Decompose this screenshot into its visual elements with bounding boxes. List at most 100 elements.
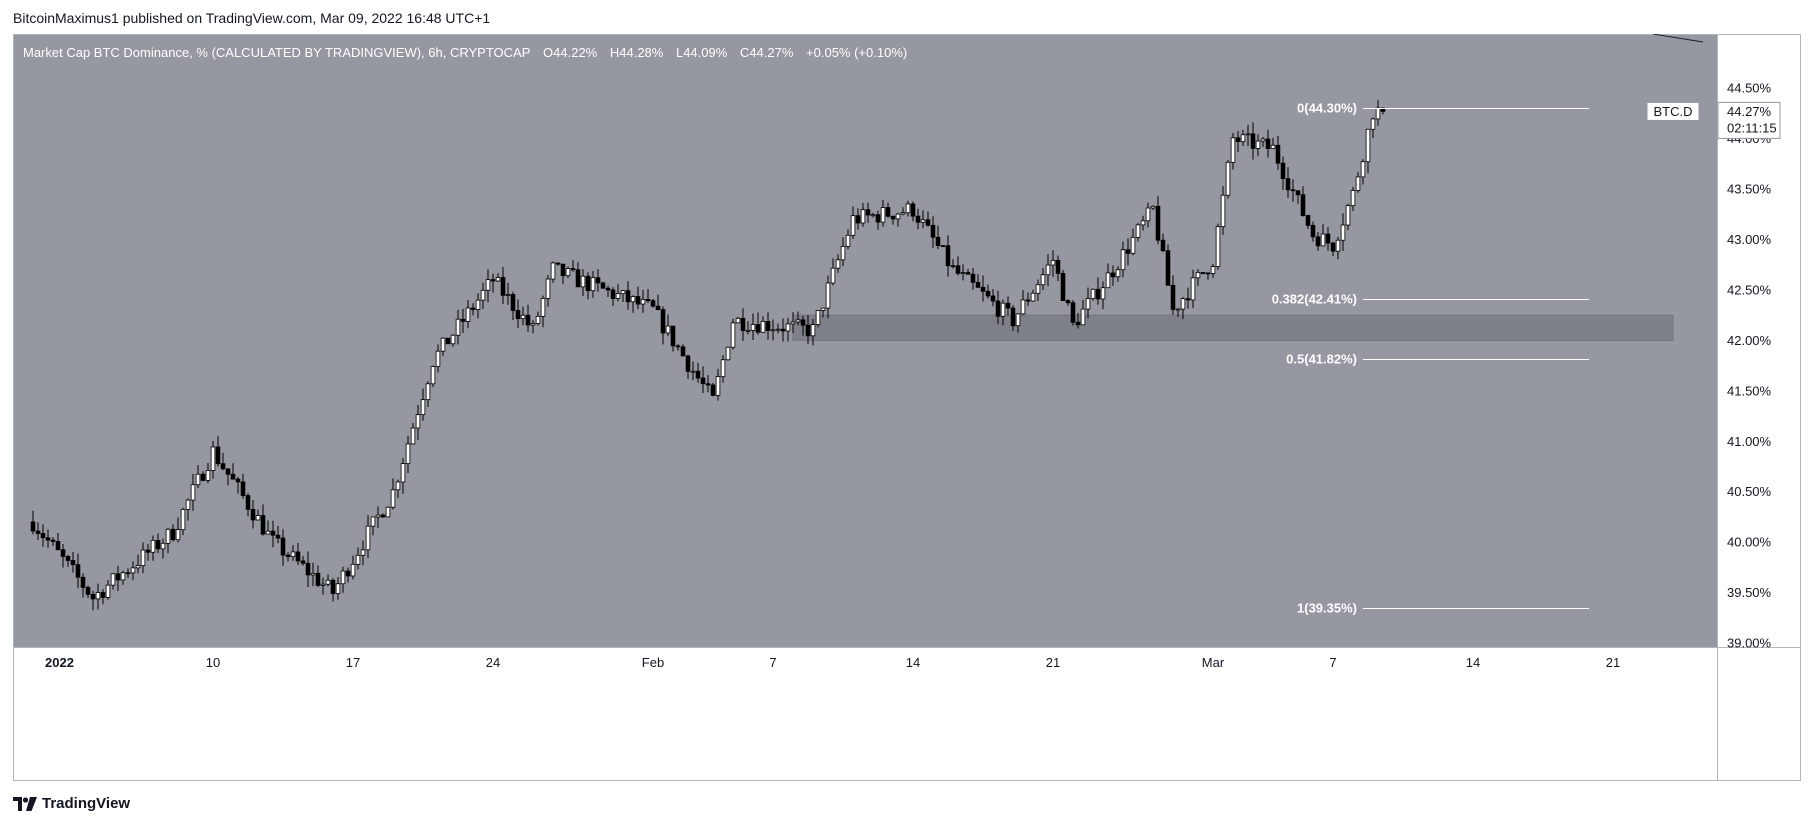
candle-body[interactable]	[1320, 233, 1326, 247]
candle-body[interactable]	[1085, 298, 1091, 310]
candle-body[interactable]	[575, 269, 581, 288]
candle-body[interactable]	[665, 325, 671, 334]
candle-body[interactable]	[285, 554, 291, 557]
candle-body[interactable]	[220, 463, 226, 470]
candle-body[interactable]	[625, 290, 631, 303]
candle-body[interactable]	[1180, 298, 1186, 310]
candle-body[interactable]	[705, 383, 711, 386]
candle-body[interactable]	[750, 324, 756, 331]
candle-body[interactable]	[1245, 133, 1251, 136]
candle-body[interactable]	[780, 328, 786, 332]
candle-body[interactable]	[695, 370, 701, 379]
candle-body[interactable]	[455, 318, 461, 336]
candle-body[interactable]	[240, 481, 246, 496]
candle-body[interactable]	[235, 478, 241, 483]
candle-body[interactable]	[1160, 239, 1166, 252]
candle-body[interactable]	[415, 414, 421, 429]
candle-body[interactable]	[1315, 236, 1321, 247]
candle-body[interactable]	[800, 319, 806, 326]
candle-body[interactable]	[290, 551, 296, 557]
candle-body[interactable]	[540, 298, 546, 317]
candle-body[interactable]	[1260, 138, 1266, 142]
candle-body[interactable]	[435, 350, 441, 367]
footer-brand[interactable]: TradingView	[13, 795, 130, 812]
candle-body[interactable]	[740, 317, 746, 331]
candle-body[interactable]	[410, 427, 416, 445]
candle-body[interactable]	[1000, 302, 1006, 317]
candle-body[interactable]	[1075, 321, 1081, 326]
candle-body[interactable]	[870, 214, 876, 217]
candle-body[interactable]	[205, 470, 211, 481]
candle-body[interactable]	[775, 328, 781, 331]
candle-body[interactable]	[1035, 284, 1041, 294]
candle-body[interactable]	[70, 560, 76, 566]
candle-body[interactable]	[75, 564, 81, 578]
candle-body[interactable]	[925, 219, 931, 226]
candle-body[interactable]	[730, 322, 736, 348]
chart-frame[interactable]: 0(44.30%) 0.382(42.41%) 0.5(41.82%) 1(39.35…	[13, 34, 1801, 781]
candle-body[interactable]	[560, 263, 566, 277]
candle-body[interactable]	[525, 314, 531, 326]
candle-body[interactable]	[95, 592, 101, 600]
candle-body[interactable]	[385, 506, 391, 518]
candle-body[interactable]	[295, 551, 301, 562]
candle-body[interactable]	[170, 528, 176, 541]
candle-body[interactable]	[720, 359, 726, 378]
candle-body[interactable]	[350, 563, 356, 577]
candle-body[interactable]	[150, 540, 156, 553]
candle-body[interactable]	[745, 329, 751, 332]
candle-body[interactable]	[1165, 250, 1171, 286]
candle-body[interactable]	[430, 366, 436, 385]
candle-body[interactable]	[1265, 138, 1271, 149]
candle-body[interactable]	[930, 224, 936, 238]
candle-body[interactable]	[1120, 249, 1126, 271]
candle-body[interactable]	[1135, 224, 1141, 238]
candle-body[interactable]	[860, 209, 866, 224]
candle-body[interactable]	[1010, 307, 1016, 327]
candle-body[interactable]	[250, 508, 256, 521]
candle-body[interactable]	[1045, 264, 1051, 276]
candle-body[interactable]	[1225, 161, 1231, 196]
candle-body[interactable]	[1020, 299, 1026, 315]
candle-body[interactable]	[545, 278, 551, 299]
candle-body[interactable]	[395, 481, 401, 491]
candle-body[interactable]	[685, 355, 691, 372]
candle-body[interactable]	[155, 540, 161, 550]
candle-body[interactable]	[380, 514, 386, 518]
candle-body[interactable]	[795, 319, 801, 323]
candle-body[interactable]	[965, 272, 971, 275]
candle-body[interactable]	[365, 525, 371, 551]
candle-body[interactable]	[1240, 134, 1246, 143]
candle-body[interactable]	[905, 203, 911, 214]
candle-body[interactable]	[900, 212, 906, 215]
candle-body[interactable]	[1110, 272, 1116, 278]
candle-body[interactable]	[770, 329, 776, 332]
candle-body[interactable]	[160, 542, 166, 550]
candle-body[interactable]	[940, 245, 946, 248]
candle-body[interactable]	[180, 509, 186, 531]
candle-body[interactable]	[225, 468, 231, 475]
candle-body[interactable]	[470, 307, 476, 310]
candle-body[interactable]	[690, 370, 696, 373]
candle-body[interactable]	[340, 570, 346, 585]
candle-body[interactable]	[530, 323, 536, 326]
candle-body[interactable]	[475, 299, 481, 310]
candle-body[interactable]	[960, 272, 966, 274]
candle-body[interactable]	[1250, 133, 1256, 149]
candle-body[interactable]	[490, 279, 496, 282]
candle-body[interactable]	[310, 572, 316, 576]
candle-body[interactable]	[50, 539, 56, 542]
candle-body[interactable]	[955, 265, 961, 274]
candle-body[interactable]	[855, 215, 861, 224]
candle-body[interactable]	[1175, 308, 1181, 311]
candle-body[interactable]	[520, 314, 526, 319]
candle-body[interactable]	[885, 207, 891, 217]
candle-body[interactable]	[355, 554, 361, 565]
candle-body[interactable]	[260, 515, 266, 535]
candle-body[interactable]	[725, 346, 731, 361]
candle-body[interactable]	[510, 294, 516, 311]
candle-body[interactable]	[1040, 274, 1046, 286]
candle-body[interactable]	[835, 259, 841, 269]
candle-body[interactable]	[585, 275, 591, 292]
candle-body[interactable]	[90, 593, 96, 600]
